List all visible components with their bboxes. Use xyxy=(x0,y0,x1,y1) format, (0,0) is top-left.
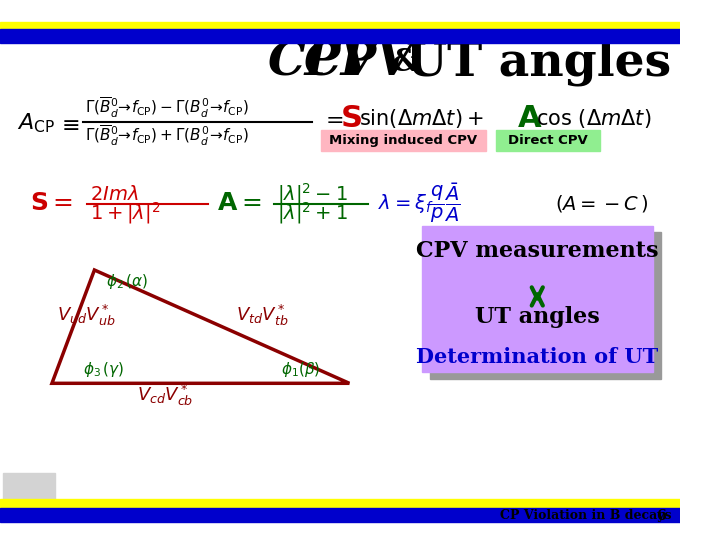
Text: $|\lambda|^2 + 1$: $|\lambda|^2 + 1$ xyxy=(276,200,347,226)
Text: $\mathbf{S}$: $\mathbf{S}$ xyxy=(340,104,361,134)
Text: Direct CPV: Direct CPV xyxy=(508,134,588,147)
Text: $(A = -C\,)$: $(A = -C\,)$ xyxy=(555,193,649,214)
Text: $|\lambda|^2 - 1$: $|\lambda|^2 - 1$ xyxy=(276,181,347,207)
Text: UT angles: UT angles xyxy=(406,39,671,85)
Bar xyxy=(430,232,661,379)
Text: $\sin(\Delta m \Delta t) + $: $\sin(\Delta m \Delta t) + $ xyxy=(359,107,484,131)
Text: $\phi_3\,(\gamma)$: $\phi_3\,(\gamma)$ xyxy=(83,360,125,379)
Text: $\mathbf{S} = $: $\mathbf{S} = $ xyxy=(30,192,73,215)
Text: CP Violation in B decays: CP Violation in B decays xyxy=(500,509,672,522)
Text: $V_{cd}V^*_{cb}$: $V_{cd}V^*_{cb}$ xyxy=(137,383,194,408)
Bar xyxy=(0,498,680,508)
Text: UT angles: UT angles xyxy=(475,306,600,328)
Text: 6: 6 xyxy=(656,509,666,523)
Text: $\equiv$: $\equiv$ xyxy=(57,113,79,134)
Text: $A_\mathrm{CP}$: $A_\mathrm{CP}$ xyxy=(17,112,55,136)
Text: $\Gamma(\overline{B}^0_d \!\to\! f_\mathrm{CP}) - \Gamma(B^0_d \!\to\! f_\mathrm: $\Gamma(\overline{B}^0_d \!\to\! f_\math… xyxy=(85,96,249,120)
Text: $\phi_2\,(\alpha)$: $\phi_2\,(\alpha)$ xyxy=(106,272,148,291)
Text: Determination of UT: Determination of UT xyxy=(416,347,658,367)
Text: $V_{ud}V^*_{ub}$: $V_{ud}V^*_{ub}$ xyxy=(57,303,115,328)
Bar xyxy=(422,226,654,372)
Text: $1 + |\lambda|^2$: $1 + |\lambda|^2$ xyxy=(90,200,160,226)
Text: CPV measurements: CPV measurements xyxy=(416,240,659,262)
Text: $V_{td}V^*_{tb}$: $V_{td}V^*_{tb}$ xyxy=(236,303,289,328)
Text: $\phi_1(\beta)$: $\phi_1(\beta)$ xyxy=(282,360,321,379)
Text: $= $: $= $ xyxy=(321,108,343,130)
Bar xyxy=(0,29,680,43)
Text: $\mathbf{A} = $: $\mathbf{A} = $ xyxy=(217,192,261,215)
Bar xyxy=(0,22,680,29)
Text: &: & xyxy=(392,47,419,78)
Text: $2Im\lambda$: $2Im\lambda$ xyxy=(90,185,138,204)
Text: CPV: CPV xyxy=(268,39,378,85)
Bar xyxy=(3,473,55,506)
Text: CPV: CPV xyxy=(304,39,414,85)
Text: $\cos\,(\Delta m \Delta t)$: $\cos\,(\Delta m \Delta t)$ xyxy=(536,107,652,131)
Text: $\mathbf{A}$: $\mathbf{A}$ xyxy=(518,104,543,134)
Bar xyxy=(496,130,600,151)
Text: Mixing induced CPV: Mixing induced CPV xyxy=(329,134,477,147)
Text: $\Gamma(\overline{B}^0_d \!\to\! f_\mathrm{CP}) + \Gamma(B^0_d \!\to\! f_\mathrm: $\Gamma(\overline{B}^0_d \!\to\! f_\math… xyxy=(85,124,249,148)
Text: $\lambda = \xi_f \dfrac{q}{p} \dfrac{\bar{A}}{A}$: $\lambda = \xi_f \dfrac{q}{p} \dfrac{\ba… xyxy=(378,183,460,225)
Bar xyxy=(0,508,680,522)
Bar xyxy=(321,130,486,151)
